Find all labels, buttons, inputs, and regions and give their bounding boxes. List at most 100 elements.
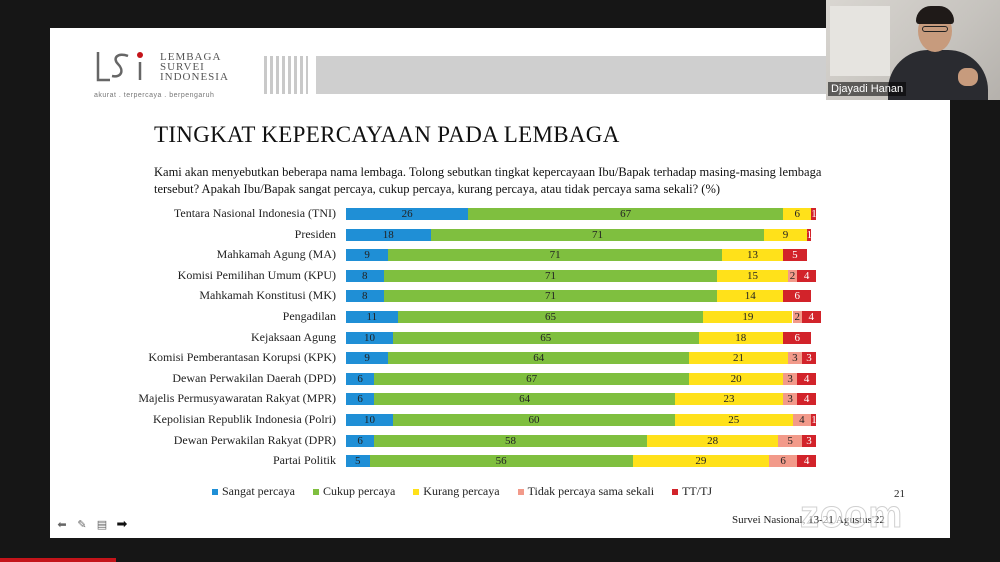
video-background-window — [830, 6, 890, 76]
bar-segment: 5 — [778, 434, 802, 447]
page-number: 21 — [894, 488, 905, 500]
bar-segment: 13 — [722, 249, 784, 262]
pointer-icon[interactable]: ➡ — [116, 516, 128, 532]
bar-segment: 3 — [801, 434, 816, 447]
bar-row: 26 67 6 1 — [346, 208, 816, 220]
participant-video[interactable]: Djayadi Hanan — [826, 0, 1000, 100]
category-label: Partai Politik — [273, 453, 336, 468]
bar-segment: 4 — [797, 393, 816, 406]
slide-toolbar: ⬅ ✎ ▤ ➡ — [54, 516, 130, 532]
bar-row: 10 65 18 6 — [346, 331, 816, 344]
bar-segment: 25 — [675, 414, 793, 426]
bar-segment: 14 — [717, 290, 784, 303]
bar-segment: 64 — [374, 393, 675, 406]
pen-icon[interactable]: ✎ — [77, 517, 87, 531]
logo-line: INDONESIA — [160, 71, 229, 83]
logo-line: SURVEI — [160, 61, 205, 73]
category-label: Mahkamah Agung (MA) — [216, 247, 336, 262]
bar-segment: 64 — [388, 352, 690, 365]
bar-segment: 29 — [632, 455, 769, 468]
legend-item: Tidak percaya sama sekali — [517, 484, 655, 499]
legend-label: Kurang percaya — [423, 484, 500, 498]
bar-segment: 71 — [430, 228, 765, 241]
legend-item: TT/TJ — [672, 484, 712, 499]
bar-segment: 10 — [346, 331, 393, 344]
presentation-slide: LEMBAGA SURVEI INDONESIA akurat . terper… — [50, 28, 950, 538]
participant-name: Djayadi Hanan — [828, 82, 907, 96]
bar-row: 9 64 21 3 3 — [346, 352, 816, 365]
bar-segment: 8 — [346, 290, 384, 303]
category-label: Mahkamah Konstitusi (MK) — [199, 288, 336, 303]
bar-segment: 3 — [783, 393, 798, 406]
slides-icon[interactable]: ▤ — [96, 517, 108, 531]
participant-hair — [916, 6, 954, 24]
legend-swatch — [517, 488, 524, 495]
legend-swatch — [212, 488, 218, 495]
bar-segment: 4 — [792, 414, 812, 426]
participant-glasses — [922, 26, 948, 32]
bar-segment: 6 — [783, 331, 812, 344]
bar-segment: 1 — [811, 414, 816, 426]
legend-label: Cukup percaya — [322, 484, 396, 498]
bar-row: 8 71 14 6 — [346, 290, 816, 303]
logo-line: LEMBAGA — [160, 51, 222, 63]
chart-legend: Sangat percaya Cukup percaya Kurang percay… — [212, 484, 712, 499]
bar-segment: 58 — [374, 434, 647, 447]
bar-segment: 6 — [346, 434, 375, 447]
bar-row: 11 65 19 2 4 — [346, 311, 821, 323]
bar-segment: 3 — [787, 352, 802, 365]
bar-segment: 65 — [397, 311, 704, 323]
category-label: Dewan Perwakilan Rakyat (DPR) — [173, 432, 336, 447]
bar-segment: 71 — [383, 269, 718, 282]
bar-row: 6 67 20 3 4 — [346, 372, 816, 385]
bar-segment: 20 — [689, 372, 784, 385]
bar-row: 10 60 25 4 1 — [346, 414, 816, 426]
logo-tagline: akurat . terpercaya . berpengaruh — [94, 92, 215, 99]
category-label: Majelis Permusyawaratan Rakyat (MPR) — [138, 391, 336, 406]
category-label: Presiden — [294, 226, 336, 241]
category-label: Kepolisian Republik Indonesia (Polri) — [153, 412, 336, 426]
bar-segment: 6 — [783, 290, 812, 303]
category-label: Komisi Pemberantasan Korupsi (KPK) — [148, 350, 336, 365]
bar-segment: 2 — [792, 311, 802, 323]
survey-source-note: Survei Nasional, 13-21 Agustus'22 — [732, 514, 885, 526]
stacked-bar-chart: Tentara Nasional Indonesia (TNI) 26 67 6 1 Pr… — [50, 202, 950, 472]
bar-segment: 71 — [388, 249, 722, 262]
legend-swatch — [312, 488, 319, 495]
category-label: Kejaksaan Agung — [251, 329, 336, 344]
bar-segment: 4 — [797, 372, 816, 385]
bar-segment: 56 — [369, 455, 633, 468]
bar-row: 18 71 9 1 — [346, 228, 816, 241]
progress-bar — [0, 558, 116, 562]
bar-segment: 6 — [769, 455, 798, 468]
bar-segment: 4 — [797, 269, 816, 282]
slide-title: TINGKAT KEPERCAYAAN PADA LEMBAGA — [154, 122, 620, 147]
bar-segment: 2 — [787, 269, 798, 282]
arrow-left-icon[interactable]: ⬅ — [57, 517, 67, 531]
logo-text: LEMBAGA SURVEI INDONESIA — [160, 51, 229, 83]
survey-question: Kami akan menyebutkan beberapa nama lemb… — [154, 165, 822, 196]
bar-segment: 26 — [346, 208, 469, 220]
category-label: Tentara Nasional Indonesia (TNI) — [173, 206, 336, 220]
bar-segment: 4 — [801, 311, 821, 323]
bar-segment: 9 — [764, 228, 807, 241]
bar-segment: 9 — [346, 352, 389, 365]
legend-swatch — [672, 488, 679, 495]
bar-row: 9 71 13 5 — [346, 249, 816, 262]
bar-segment: 15 — [717, 269, 788, 282]
legend-item: Cukup percaya — [312, 484, 396, 499]
bar-segment: 23 — [675, 393, 784, 406]
legend-swatch — [413, 488, 420, 495]
bar-segment: 18 — [698, 331, 784, 344]
legend-item: Sangat percaya — [212, 484, 295, 499]
bar-segment: 6 — [346, 372, 375, 385]
bar-segment: 11 — [346, 311, 398, 323]
bar-segment: 3 — [783, 372, 798, 385]
legend-label: Tidak percaya sama sekali — [527, 484, 655, 498]
bar-segment: 10 — [346, 414, 393, 426]
bar-segment: 5 — [346, 455, 370, 468]
bar-segment: 5 — [783, 249, 807, 262]
bar-row: 6 58 28 5 3 — [346, 434, 816, 447]
bar-segment: 4 — [797, 455, 816, 468]
category-label: Pengadilan — [282, 309, 336, 323]
